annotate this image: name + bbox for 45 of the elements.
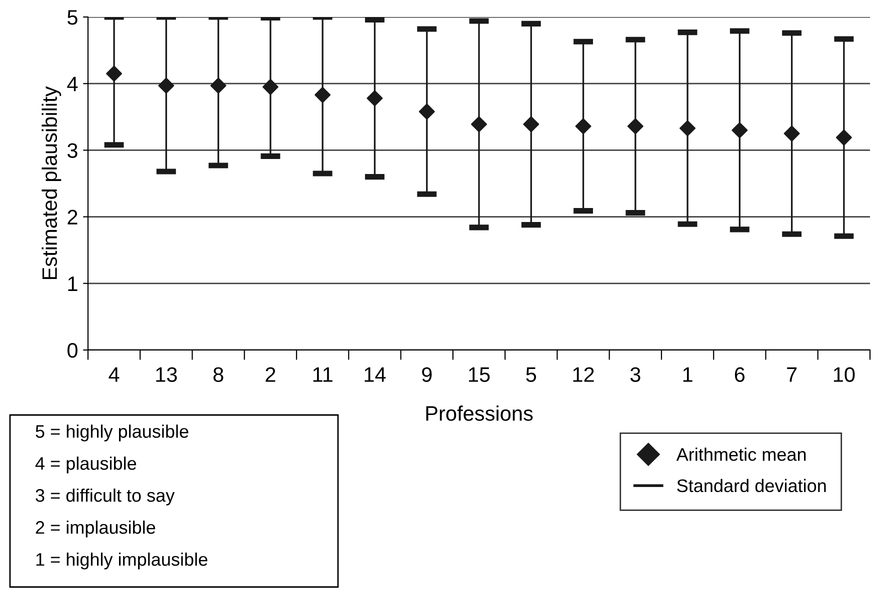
y-tick-label: 4 [67, 76, 78, 92]
x-tick-label: 13 [156, 367, 177, 382]
point [784, 126, 800, 142]
x-tick-label: 15 [469, 367, 490, 382]
point [210, 78, 226, 94]
text: 2 = implausible [36, 520, 156, 538]
x-tick-label: 14 [364, 367, 386, 382]
x-tick-label: 10 [834, 367, 855, 382]
point [627, 118, 644, 134]
x-axis-title: Professions [426, 406, 533, 421]
y-tick-label: 1 [68, 276, 78, 291]
point [106, 66, 122, 82]
y-tick-label: 0 [68, 343, 78, 358]
x-tick-label: 9 [422, 367, 432, 382]
x-tick-label: 5 [526, 367, 536, 382]
point [262, 78, 278, 95]
point [158, 78, 174, 94]
point [366, 90, 383, 106]
x-tick-label: 1 [683, 367, 692, 382]
y-tick-label: 2 [68, 210, 78, 224]
point [836, 130, 852, 146]
point [732, 122, 748, 138]
y-tick-label: 5 [68, 10, 78, 25]
x-tick-label: 3 [630, 367, 640, 382]
point [314, 86, 331, 103]
x-tick-label: 12 [573, 367, 594, 382]
text: 1 = highly implausible [36, 552, 208, 570]
legend-label: Arithmetic mean [676, 448, 806, 461]
x-tick-label: 2 [266, 367, 276, 382]
x-tick-label: 11 [313, 367, 332, 382]
text: 5 = highly plausible [36, 424, 188, 442]
y-tick-label: 3 [67, 143, 78, 158]
x-tick-label: 8 [213, 367, 224, 382]
point [471, 116, 487, 132]
point [575, 118, 592, 134]
text: Standard deviation [677, 478, 826, 492]
point [418, 104, 435, 120]
text: 4 = plausible [35, 456, 136, 474]
x-tick-label: 6 [734, 367, 745, 382]
point [680, 120, 696, 136]
x-tick-label: 7 [787, 367, 797, 382]
y-axis-title: Estimated plausibility [42, 86, 62, 280]
x-tick-label: 4 [108, 367, 120, 382]
text: 3 = difficult to say [36, 488, 175, 506]
point [523, 116, 540, 132]
